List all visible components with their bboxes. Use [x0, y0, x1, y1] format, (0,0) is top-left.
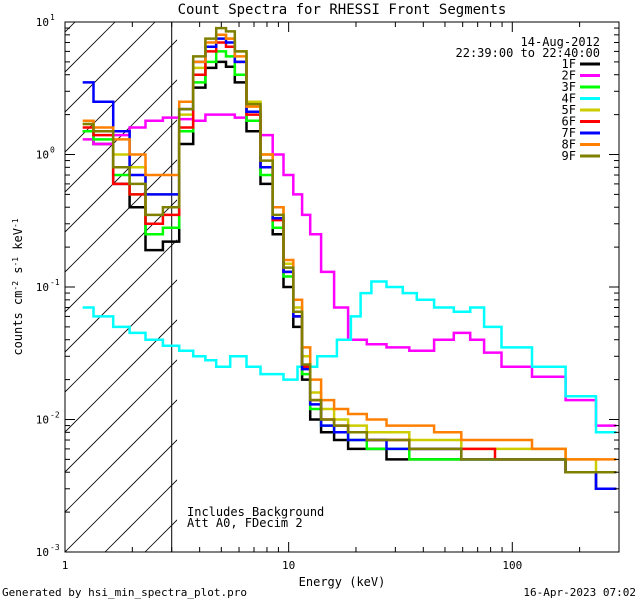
legend-label-9F: 9F [562, 149, 576, 163]
date-label: 14-Aug-2012 [521, 35, 600, 49]
footer-generator: Generated by hsi_min_spectra_plot.pro [2, 586, 247, 599]
legend-label-6F: 6F [562, 115, 576, 129]
legend-label-8F: 8F [562, 138, 576, 152]
series-line-2F [82, 113, 617, 427]
hatch-line [65, 159, 177, 273]
legend-label-4F: 4F [562, 92, 576, 106]
hatch-line [65, 39, 177, 153]
y-tick-exponent: 1 [50, 13, 55, 22]
legend-label-1F: 1F [562, 57, 576, 71]
x-tick-label: 10 [282, 559, 295, 572]
hatch-line [65, 22, 156, 113]
hatch-line [0, 0, 65, 552]
y-tick-label: 10 [36, 546, 49, 559]
y-tick-exponent: -3 [50, 543, 60, 552]
series-line-4F [82, 280, 617, 434]
hatch-line [104, 479, 177, 552]
y-tick-exponent: -1 [50, 278, 60, 287]
hatch-line [65, 359, 177, 473]
hatch-line [65, 199, 177, 313]
legend-label-7F: 7F [562, 126, 576, 140]
y-tick-label: 10 [36, 281, 49, 294]
hatch-line [65, 399, 177, 513]
series-line-7F [82, 37, 617, 491]
legend-label-2F: 2F [562, 69, 576, 83]
series-line-9F [82, 26, 617, 474]
chart-title: Count Spectra for RHESSI Front Segments [178, 2, 507, 18]
annotation-attenuator: Att A0, FDecim 2 [187, 516, 303, 530]
x-axis-label: Energy (keV) [299, 575, 386, 589]
y-tick-label: 10 [36, 414, 49, 427]
series-layer [82, 26, 617, 491]
footer-timestamp: 16-Apr-2023 07:02 [523, 586, 636, 599]
series-line-6F [82, 41, 617, 474]
hatch-line [65, 22, 116, 73]
hatch-line [65, 79, 177, 193]
series-line-3F [82, 50, 617, 474]
y-tick-label: 10 [36, 149, 49, 162]
hatch-line [65, 439, 177, 552]
excluded-region-hatch [0, 0, 177, 552]
series-line-5F [82, 33, 617, 474]
legend-label-3F: 3F [562, 80, 576, 94]
hatch-line [65, 319, 177, 433]
hatch-line [65, 239, 177, 353]
x-tick-label: 1 [62, 559, 69, 572]
axis-ticks [64, 22, 620, 553]
x-tick-label: 100 [502, 559, 522, 572]
y-tick-label: 10 [36, 16, 49, 29]
y-tick-exponent: -2 [50, 411, 60, 420]
legend-label-5F: 5F [562, 103, 576, 117]
annotation-background: Includes Background [187, 505, 324, 519]
hatch-line [65, 279, 177, 393]
plot-frame [64, 21, 620, 553]
time-range-label: 22:39:00 to 22:40:00 [456, 46, 601, 60]
y-tick-exponent: 0 [50, 146, 55, 155]
y-axis-label: counts cm-2 s-1 keV-1 [11, 218, 26, 355]
